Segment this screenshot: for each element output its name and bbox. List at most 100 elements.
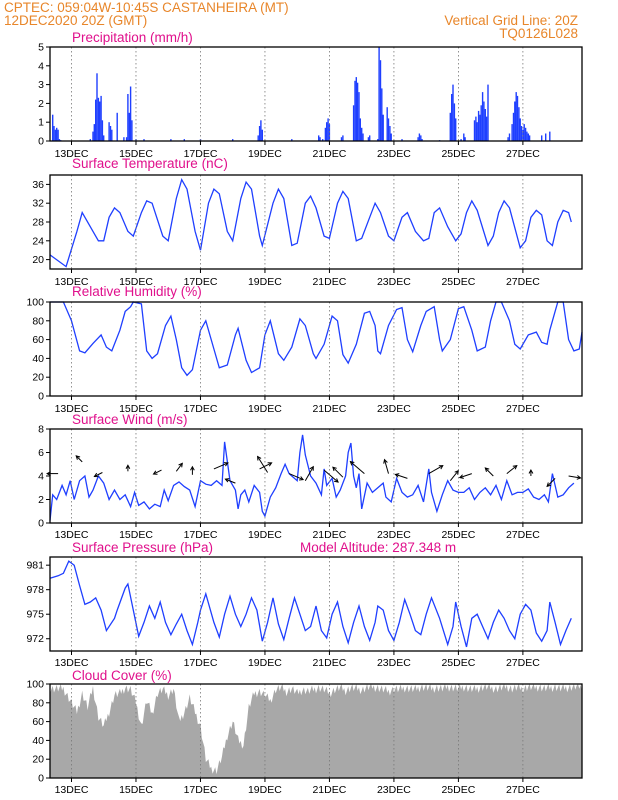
humidity-xtick-label: 17DEC <box>184 403 218 415</box>
precip-bar <box>53 126 55 141</box>
precip-bar <box>449 112 451 141</box>
humidity-ytick-label: 100 <box>26 297 44 309</box>
precip-bar <box>401 139 403 141</box>
wind-arrow-head <box>93 472 99 478</box>
precipitation-xtick-label: 13DEC <box>55 148 89 160</box>
temperature-ytick-label: 36 <box>32 179 44 191</box>
cloud-cover-xtick-label: 15DEC <box>119 784 153 796</box>
cloud-cover-ytick-label: 60 <box>32 716 44 728</box>
cloud-cover-frame <box>49 683 583 779</box>
precip-bar <box>381 88 383 141</box>
precip-bar <box>367 137 370 141</box>
precipitation-xtick-label: 25DEC <box>441 148 475 160</box>
precip-bar <box>418 133 421 141</box>
precip-bar <box>485 116 488 141</box>
wind-arrow <box>225 478 236 484</box>
humidity-xtick-label: 27DEC <box>506 403 540 415</box>
precip-bar <box>261 129 263 141</box>
precip-bar <box>361 127 363 141</box>
precip-bar <box>526 131 528 141</box>
humidity-ytick-label: 80 <box>32 315 44 327</box>
precip-bar <box>111 129 113 141</box>
precip-bar <box>518 107 520 141</box>
header-station: CPTEC: 059:04W-10:45S CASTANHEIRA (MT) <box>4 0 289 15</box>
precip-bar <box>257 135 259 141</box>
humidity-ytick-label: 0 <box>38 391 44 403</box>
wind-arrow <box>323 469 339 483</box>
wind-arrow-head <box>512 464 518 470</box>
wind-arrow <box>175 462 183 472</box>
precipitation-ytick-label: 5 <box>38 42 44 54</box>
precip-bar <box>340 137 343 141</box>
wind-arrow <box>459 473 472 479</box>
temperature-xtick-label: 23DEC <box>377 276 411 288</box>
humidity-ytick-label: 60 <box>32 334 44 346</box>
wind-arrow-head <box>178 462 183 468</box>
wind-ytick-label: 6 <box>38 447 44 459</box>
temperature-ytick-label: 24 <box>32 235 44 247</box>
precip-bar <box>515 92 517 141</box>
wind-arrow <box>75 455 83 463</box>
precip-bar <box>420 135 422 141</box>
precipitation-ytick-label: 0 <box>38 136 44 148</box>
precip-bar <box>480 105 482 141</box>
precip-bar <box>524 127 527 141</box>
precip-bar <box>96 73 98 141</box>
wind-arrow <box>257 456 269 473</box>
temperature-xtick-label: 25DEC <box>441 276 475 288</box>
temperature-title: Surface Temperature (nC) <box>72 156 228 171</box>
precip-bar <box>54 129 57 141</box>
wind-arrow <box>384 459 389 474</box>
precip-bar <box>123 137 125 141</box>
temperature-xtick-label: 13DEC <box>55 276 89 288</box>
wind-arrow-head <box>309 465 314 471</box>
precip-bar <box>356 82 359 141</box>
precip-bar <box>92 131 94 141</box>
precipitation-title: Precipitation (mm/h) <box>72 30 193 45</box>
wind-title: Surface Wind (m/s) <box>72 412 188 427</box>
precip-bar <box>109 126 112 141</box>
wind-xtick-label: 15DEC <box>119 529 153 541</box>
precip-bar <box>390 133 392 141</box>
precip-bar <box>523 124 525 141</box>
wind-arrow-head <box>546 482 552 488</box>
precip-bar <box>464 137 466 141</box>
precip-bar <box>291 139 293 141</box>
precip-bar <box>103 135 105 141</box>
precip-bar <box>131 120 133 141</box>
wind-arrow-head <box>267 462 273 467</box>
wind-arrow-head <box>576 475 582 480</box>
wind-arrow-head <box>125 464 131 470</box>
cloud-cover-area <box>50 684 582 778</box>
precip-bar <box>516 95 519 141</box>
cloud-cover-xtick-label: 21DEC <box>312 784 346 796</box>
precip-bar <box>453 103 456 141</box>
humidity-xtick-label: 19DEC <box>248 403 282 415</box>
precip-bar <box>389 126 391 141</box>
wind-xtick-label: 27DEC <box>506 529 540 541</box>
pressure-ytick-label: 978 <box>26 584 44 596</box>
cloud-cover-xtick-label: 25DEC <box>441 784 475 796</box>
temperature-xtick-label: 15DEC <box>119 276 153 288</box>
precip-bar <box>508 133 511 141</box>
precip-bar <box>541 135 543 141</box>
wind-arrow-head <box>223 462 229 467</box>
wind-arrow <box>259 462 272 470</box>
wind-arrow-head <box>438 465 444 470</box>
precip-bar <box>352 105 355 141</box>
model-altitude-label: Model Altitude: 287.348 m <box>300 540 456 555</box>
wind-arrow-head <box>224 478 230 483</box>
humidity-xtick-label: 21DEC <box>312 403 346 415</box>
precip-bar <box>421 139 423 141</box>
precip-bar <box>455 118 457 141</box>
precip-bar <box>487 84 489 141</box>
precip-bar <box>473 120 476 141</box>
precip-bar <box>128 112 130 141</box>
precip-bar <box>475 116 477 141</box>
cloud-cover-xtick-label: 27DEC <box>506 784 540 796</box>
humidity-xtick-label: 25DEC <box>441 403 475 415</box>
wind-arrow <box>153 469 162 475</box>
cloud-cover-xtick-label: 19DEC <box>248 784 282 796</box>
pressure-xtick-label: 15DEC <box>119 657 153 669</box>
wind-arrow-head <box>299 476 305 481</box>
